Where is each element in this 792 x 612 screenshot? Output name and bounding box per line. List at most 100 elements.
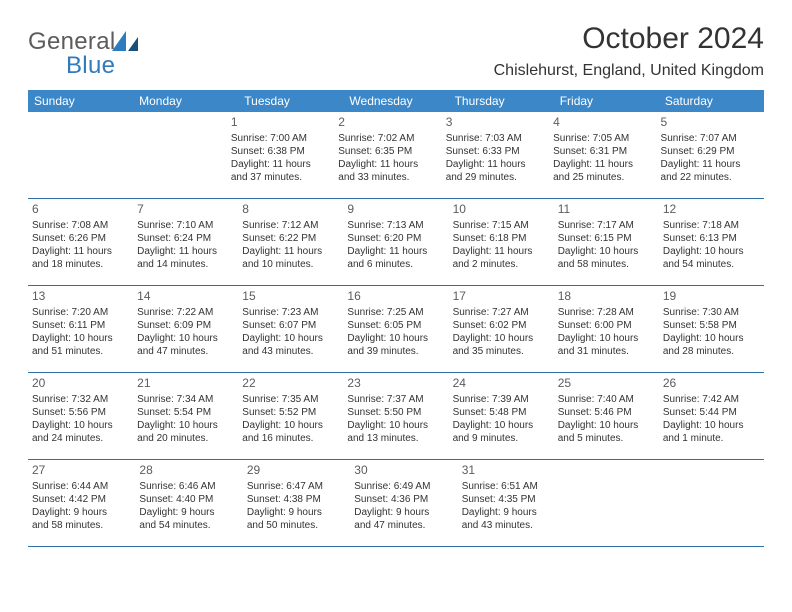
sunset-text: Sunset: 6:09 PM: [137, 319, 234, 332]
sail-icon: [112, 31, 140, 58]
daylight-text: Daylight: 11 hours: [242, 245, 339, 258]
day-number: 29: [247, 463, 346, 479]
day-cell: 26Sunrise: 7:42 AMSunset: 5:44 PMDayligh…: [659, 373, 764, 459]
week-row: 13Sunrise: 7:20 AMSunset: 6:11 PMDayligh…: [28, 286, 764, 373]
daylight-text: Daylight: 11 hours: [338, 158, 437, 171]
daylight-text: Daylight: 9 hours: [139, 506, 238, 519]
daylight-text: and 47 minutes.: [137, 345, 234, 358]
empty-day-cell: [28, 112, 127, 198]
day-number: 13: [32, 289, 129, 305]
daylight-text: Daylight: 9 hours: [462, 506, 561, 519]
daylight-text: and 47 minutes.: [354, 519, 453, 532]
sunrise-text: Sunrise: 7:32 AM: [32, 393, 129, 406]
daylight-text: and 5 minutes.: [558, 432, 655, 445]
day-number: 10: [453, 202, 550, 218]
sunrise-text: Sunrise: 7:37 AM: [347, 393, 444, 406]
sunset-text: Sunset: 5:56 PM: [32, 406, 129, 419]
sunset-text: Sunset: 6:00 PM: [558, 319, 655, 332]
sunrise-text: Sunrise: 7:17 AM: [558, 219, 655, 232]
day-number: 2: [338, 115, 437, 131]
daylight-text: Daylight: 9 hours: [354, 506, 453, 519]
weekday-header: Monday: [133, 90, 238, 112]
weekday-header: Tuesday: [238, 90, 343, 112]
daylight-text: Daylight: 10 hours: [32, 419, 129, 432]
sunrise-text: Sunrise: 7:15 AM: [453, 219, 550, 232]
day-cell: 2Sunrise: 7:02 AMSunset: 6:35 PMDaylight…: [334, 112, 441, 198]
day-number: 20: [32, 376, 129, 392]
day-number: 4: [553, 115, 652, 131]
empty-day-cell: [665, 460, 764, 546]
day-cell: 30Sunrise: 6:49 AMSunset: 4:36 PMDayligh…: [350, 460, 457, 546]
daylight-text: Daylight: 10 hours: [558, 245, 655, 258]
sunrise-text: Sunrise: 6:51 AM: [462, 480, 561, 493]
daylight-text: Daylight: 10 hours: [347, 419, 444, 432]
sunrise-text: Sunrise: 7:18 AM: [663, 219, 760, 232]
day-number: 7: [137, 202, 234, 218]
daylight-text: Daylight: 11 hours: [137, 245, 234, 258]
sunset-text: Sunset: 5:52 PM: [242, 406, 339, 419]
day-cell: 12Sunrise: 7:18 AMSunset: 6:13 PMDayligh…: [659, 199, 764, 285]
sunset-text: Sunset: 5:54 PM: [137, 406, 234, 419]
sunrise-text: Sunrise: 7:02 AM: [338, 132, 437, 145]
day-number: 27: [32, 463, 131, 479]
day-cell: 10Sunrise: 7:15 AMSunset: 6:18 PMDayligh…: [449, 199, 554, 285]
sunrise-text: Sunrise: 7:12 AM: [242, 219, 339, 232]
daylight-text: and 50 minutes.: [247, 519, 346, 532]
day-cell: 31Sunrise: 6:51 AMSunset: 4:35 PMDayligh…: [458, 460, 565, 546]
daylight-text: and 1 minute.: [663, 432, 760, 445]
sunrise-text: Sunrise: 7:39 AM: [453, 393, 550, 406]
sunset-text: Sunset: 6:13 PM: [663, 232, 760, 245]
sunset-text: Sunset: 5:46 PM: [558, 406, 655, 419]
sunrise-text: Sunrise: 7:07 AM: [661, 132, 760, 145]
daylight-text: and 22 minutes.: [661, 171, 760, 184]
daylight-text: Daylight: 10 hours: [32, 332, 129, 345]
daylight-text: Daylight: 10 hours: [558, 419, 655, 432]
header: General Blue October 2024 Chislehurst, E…: [28, 22, 764, 82]
daylight-text: and 39 minutes.: [347, 345, 444, 358]
sunrise-text: Sunrise: 7:03 AM: [446, 132, 545, 145]
daylight-text: Daylight: 10 hours: [242, 419, 339, 432]
title-block: October 2024 Chislehurst, England, Unite…: [494, 22, 764, 80]
daylight-text: and 51 minutes.: [32, 345, 129, 358]
daylight-text: Daylight: 11 hours: [231, 158, 330, 171]
sunrise-text: Sunrise: 7:40 AM: [558, 393, 655, 406]
daylight-text: and 54 minutes.: [139, 519, 238, 532]
daylight-text: Daylight: 11 hours: [347, 245, 444, 258]
sunset-text: Sunset: 6:05 PM: [347, 319, 444, 332]
weekday-header: Saturday: [659, 90, 764, 112]
day-cell: 29Sunrise: 6:47 AMSunset: 4:38 PMDayligh…: [243, 460, 350, 546]
weekday-header-row: Sunday Monday Tuesday Wednesday Thursday…: [28, 90, 764, 112]
sunset-text: Sunset: 5:50 PM: [347, 406, 444, 419]
sunrise-text: Sunrise: 7:42 AM: [663, 393, 760, 406]
day-number: 3: [446, 115, 545, 131]
week-row: 20Sunrise: 7:32 AMSunset: 5:56 PMDayligh…: [28, 373, 764, 460]
weekday-header: Thursday: [449, 90, 554, 112]
sunrise-text: Sunrise: 7:27 AM: [453, 306, 550, 319]
sunrise-text: Sunrise: 7:10 AM: [137, 219, 234, 232]
day-cell: 27Sunrise: 6:44 AMSunset: 4:42 PMDayligh…: [28, 460, 135, 546]
day-number: 26: [663, 376, 760, 392]
daylight-text: Daylight: 10 hours: [663, 245, 760, 258]
day-number: 22: [242, 376, 339, 392]
day-number: 9: [347, 202, 444, 218]
sunset-text: Sunset: 4:35 PM: [462, 493, 561, 506]
sunrise-text: Sunrise: 7:30 AM: [663, 306, 760, 319]
daylight-text: Daylight: 10 hours: [453, 332, 550, 345]
week-row: 1Sunrise: 7:00 AMSunset: 6:38 PMDaylight…: [28, 112, 764, 199]
weekday-header: Friday: [554, 90, 659, 112]
day-cell: 23Sunrise: 7:37 AMSunset: 5:50 PMDayligh…: [343, 373, 448, 459]
sunrise-text: Sunrise: 6:47 AM: [247, 480, 346, 493]
day-number: 11: [558, 202, 655, 218]
sunset-text: Sunset: 6:31 PM: [553, 145, 652, 158]
day-cell: 20Sunrise: 7:32 AMSunset: 5:56 PMDayligh…: [28, 373, 133, 459]
sunset-text: Sunset: 6:07 PM: [242, 319, 339, 332]
day-number: 12: [663, 202, 760, 218]
day-cell: 6Sunrise: 7:08 AMSunset: 6:26 PMDaylight…: [28, 199, 133, 285]
day-cell: 22Sunrise: 7:35 AMSunset: 5:52 PMDayligh…: [238, 373, 343, 459]
daylight-text: and 13 minutes.: [347, 432, 444, 445]
brand-logo: General Blue: [28, 22, 138, 82]
daylight-text: Daylight: 10 hours: [663, 332, 760, 345]
daylight-text: and 20 minutes.: [137, 432, 234, 445]
daylight-text: and 58 minutes.: [558, 258, 655, 271]
sunrise-text: Sunrise: 6:49 AM: [354, 480, 453, 493]
